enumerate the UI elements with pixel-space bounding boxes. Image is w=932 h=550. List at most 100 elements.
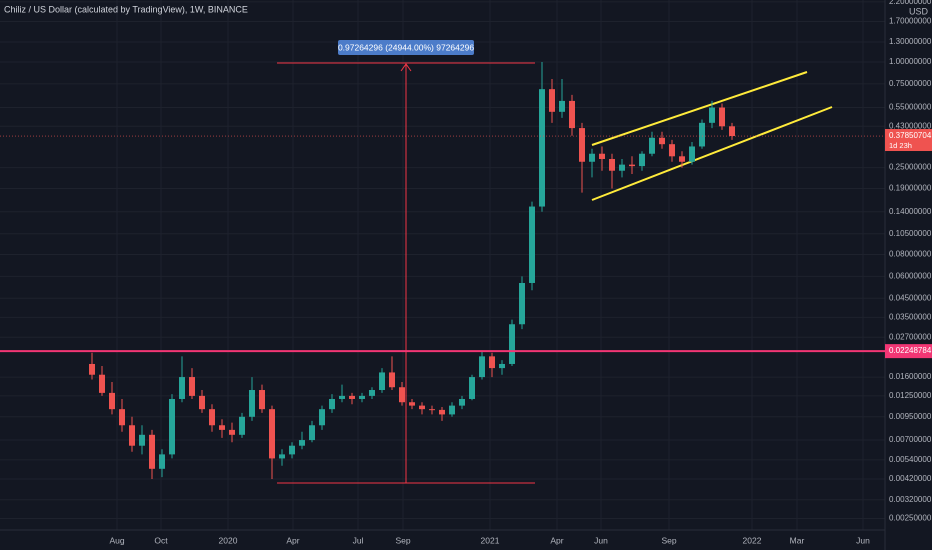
currency-label: USD — [909, 6, 929, 16]
x-tick-label: Jul — [353, 535, 364, 545]
candle-body — [579, 128, 585, 162]
candle-body — [649, 137, 655, 154]
y-tick-label: 0.04500000 — [889, 293, 932, 302]
x-tick-label: Sep — [661, 535, 676, 545]
candle-body — [709, 107, 715, 123]
candle-body — [539, 89, 545, 207]
chart-title: Chiliz / US Dollar (calculated by Tradin… — [4, 4, 248, 14]
annotations: 0.97264296 (24944.00%) 97264296 — [277, 40, 833, 484]
y-tick-label: 0.00420000 — [889, 474, 932, 483]
candle-body — [169, 398, 175, 455]
candle-body — [219, 425, 225, 430]
candle-body — [199, 395, 205, 410]
y-tick-label: 0.08000000 — [889, 250, 932, 259]
measure-label: 0.97264296 (24944.00%) 97264296 — [338, 42, 474, 52]
x-tick-label: Sep — [395, 535, 410, 545]
y-tick-label: 0.43000000 — [889, 121, 932, 130]
last-price-label: 0.37850704 — [889, 131, 932, 140]
x-tick-label: Mar — [790, 535, 805, 545]
candle-body — [129, 425, 135, 446]
y-tick-label: 0.01250000 — [889, 391, 932, 400]
candle-body — [359, 395, 365, 399]
candle-body — [249, 390, 255, 417]
candle-body — [489, 356, 495, 369]
candle-body — [379, 372, 385, 391]
y-tick-label: 1.00000000 — [889, 57, 932, 66]
candle-body — [419, 405, 425, 410]
candle-body — [349, 395, 355, 399]
candle-body — [599, 153, 605, 159]
candle-body — [609, 158, 615, 171]
candle-body — [639, 153, 645, 167]
candle-body — [499, 363, 505, 369]
y-tick-label: 0.02700000 — [889, 332, 932, 341]
candle-body — [319, 409, 325, 426]
y-tick-label: 0.25000000 — [889, 163, 932, 172]
candle-body — [409, 402, 415, 406]
channel-upper — [591, 71, 808, 146]
candle-body — [119, 409, 125, 426]
candle-body — [429, 409, 435, 411]
candle-body — [109, 392, 115, 410]
x-tick-label: Oct — [154, 535, 168, 545]
y-tick-label: 0.55000000 — [889, 103, 932, 112]
candle-body — [239, 416, 245, 435]
candle-body — [159, 454, 165, 469]
candle-body — [479, 356, 485, 378]
measure-box — [338, 40, 474, 55]
grid — [0, 0, 885, 530]
y-tick-label: 2.20000000 — [889, 0, 932, 6]
candle-body — [589, 153, 595, 162]
x-tick-label: Jun — [856, 535, 870, 545]
candle-body — [389, 372, 395, 388]
y-tick-label: 0.00250000 — [889, 514, 932, 523]
candle-body — [569, 100, 575, 129]
candle-body — [369, 390, 375, 396]
candle-body — [689, 146, 695, 162]
candle-body — [89, 363, 95, 375]
y-tick-label: 0.00700000 — [889, 435, 932, 444]
y-tick-label: 0.03500000 — [889, 313, 932, 322]
candle-body — [259, 390, 265, 410]
candle-body — [549, 89, 555, 112]
last-price-tag — [885, 129, 932, 152]
candle-body — [669, 144, 675, 157]
x-tick-label: 2021 — [481, 535, 500, 545]
candle-body — [439, 409, 445, 415]
candle-body — [299, 440, 305, 446]
candle-body — [289, 445, 295, 455]
candle-body — [209, 409, 215, 426]
channel-lower — [591, 106, 833, 201]
y-tick-label: 1.30000000 — [889, 37, 932, 46]
y-tick-label: 0.00320000 — [889, 495, 932, 504]
candle-body — [659, 137, 665, 145]
y-tick-label: 0.19000000 — [889, 184, 932, 193]
x-tick-label: Apr — [550, 535, 563, 545]
y-tick-label: 0.75000000 — [889, 79, 932, 88]
candle-body — [729, 126, 735, 137]
candle-body — [339, 395, 345, 399]
candle-body — [699, 122, 705, 147]
candle-body — [229, 429, 235, 435]
y-tick-label: 0.06000000 — [889, 271, 932, 280]
candle-body — [519, 282, 525, 325]
candle-body — [619, 164, 625, 171]
axes: 2.20000000 1.70000000 1.30000000 1.00000000… — [109, 0, 931, 545]
y-tick-label: 0.00540000 — [889, 455, 932, 464]
x-tick-label: Aug — [109, 535, 124, 545]
candle-body — [629, 164, 635, 167]
candle-body — [529, 206, 535, 283]
candle-body — [269, 409, 275, 459]
y-tick-label: 0.00950000 — [889, 412, 932, 421]
candle-body — [679, 156, 685, 162]
candle-body — [279, 454, 285, 459]
candle-body — [469, 377, 475, 399]
candle-body — [559, 100, 565, 112]
candle-body — [189, 377, 195, 396]
candle-body — [179, 377, 185, 399]
price-line-tag — [885, 344, 932, 359]
y-tick-label: 0.14000000 — [889, 207, 932, 216]
candle-body — [149, 434, 155, 469]
